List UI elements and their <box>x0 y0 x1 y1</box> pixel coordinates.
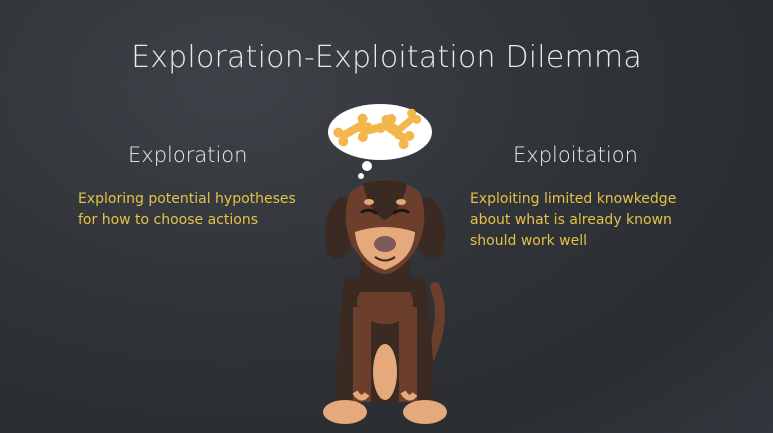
exploitation-heading: Exploitation <box>513 143 638 167</box>
exploitation-line-2: about what is already known <box>470 212 672 228</box>
exploration-description: Exploring potential hypotheses for how t… <box>78 189 328 231</box>
exploration-line-1: Exploring potential hypotheses <box>78 191 296 207</box>
exploration-heading: Exploration <box>128 143 248 167</box>
slide-title: Exploration-Exploitation Dilemma <box>131 40 642 75</box>
exploitation-description: Exploiting limited knowkedge about what … <box>470 189 710 252</box>
exploration-line-2: for how to choose actions <box>78 212 258 228</box>
exploitation-line-1: Exploiting limited knowkedge <box>470 191 677 207</box>
dog-illustration <box>323 104 447 424</box>
exploitation-line-3: should work well <box>470 233 588 249</box>
thought-bubble-icon <box>328 104 432 179</box>
bone-icon <box>333 108 422 150</box>
